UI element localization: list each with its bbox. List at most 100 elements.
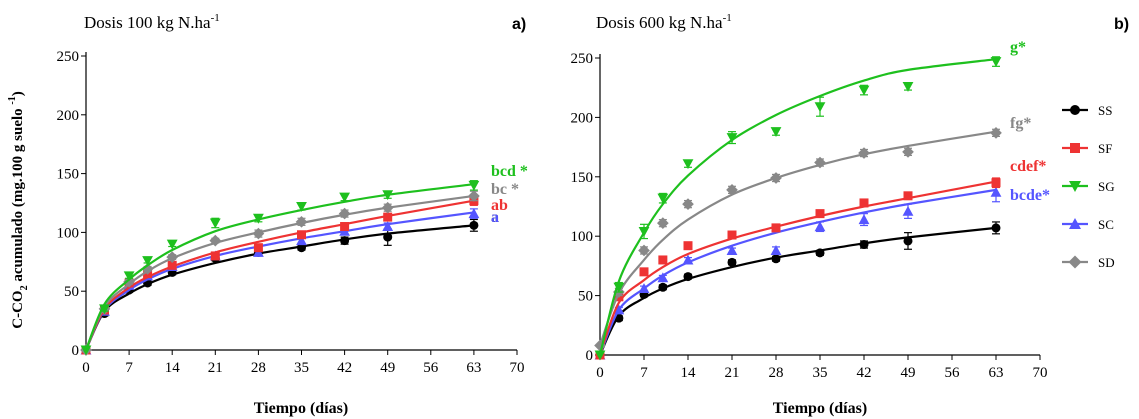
panel-b-point-sf	[639, 267, 649, 277]
panel-b-point-ss	[727, 257, 737, 267]
legend-item-sc: SC	[1062, 217, 1114, 232]
panel-b-fit-line-sc	[598, 188, 997, 356]
panel-a-series-sf: ab	[81, 195, 508, 355]
panel-b-x-tick-label: 42	[857, 365, 872, 381]
panel-b-series-sg: g*	[594, 39, 1026, 361]
panel-a-point-sf	[253, 243, 263, 253]
panel-a-point-sg	[209, 218, 221, 229]
panel-a-point-sf	[383, 212, 393, 222]
panel-b-point-ss	[815, 248, 825, 258]
panel-a-point-sg	[382, 190, 394, 201]
panel-b-point-sd	[902, 146, 914, 158]
panel-b-point-sc	[657, 272, 669, 283]
panel-b-point-sg	[638, 226, 650, 237]
panel-a-point-sg	[296, 202, 307, 212]
panel-b-x-tick-label: 0	[596, 365, 604, 381]
panel-b-point-sd	[858, 147, 870, 159]
panel-b-point-sg	[902, 82, 914, 92]
panel-b-point-sf	[658, 255, 668, 265]
legend: SS SF SG SC SD	[1062, 103, 1115, 270]
panel-a-point-sg	[123, 271, 135, 282]
panel-a-y-tick-label: 250	[57, 49, 80, 65]
panel-b-point-ss	[658, 282, 668, 292]
panel-a-x-tick-label: 0	[82, 360, 90, 376]
panel-b-point-sc	[638, 283, 650, 293]
panel-b-significance-label: fg*	[1010, 115, 1031, 132]
legend-label: SF	[1098, 141, 1112, 156]
panel-b-x-tick-label: 28	[769, 365, 784, 381]
panel-b-title: Dosis 600 kg N.ha-1	[596, 12, 732, 32]
panel-b-y-tick-label: 200	[571, 110, 594, 126]
panel-b-y-tick-label: 150	[571, 170, 594, 186]
panel-b-series-sd: fg*	[594, 115, 1031, 352]
panel-b-x-tick-label: 70	[1033, 365, 1048, 381]
panel-b-point-sg	[726, 133, 738, 143]
panel-b-y-tick-label: 50	[578, 289, 593, 305]
panel-b-y-tick-label: 0	[586, 348, 594, 364]
panel-b-significance-label: cdef*	[1010, 158, 1046, 175]
panel-a-point-sg	[253, 213, 264, 224]
panel-b-point-sf	[903, 191, 913, 201]
panel-b-title-superscript: -1	[723, 12, 732, 24]
panel-b-point-sf	[771, 223, 781, 233]
legend-marker	[1068, 255, 1082, 269]
panel-a-x-tick-label: 28	[251, 360, 266, 376]
panel-a-point-ss	[340, 236, 350, 246]
panel-a-significance-label: a	[491, 209, 499, 226]
panel-a-y-tick-label: 100	[57, 225, 80, 241]
panel-a-x-tick-label: 42	[337, 360, 352, 376]
panel-b-point-sg	[814, 102, 826, 113]
legend-item-sd: SD	[1062, 255, 1115, 270]
panel-a-point-sd	[166, 251, 179, 263]
panel-a-x-tick-label: 7	[125, 360, 133, 376]
panel-b-point-sd	[990, 126, 1002, 139]
panel-b-point-ss	[771, 254, 781, 264]
panel-b-point-sg	[770, 127, 782, 138]
panel-a-y-tick-label: 50	[64, 284, 79, 300]
legend-marker	[1070, 105, 1080, 115]
panel-b-point-sf	[991, 178, 1001, 188]
panel-b-fit-line-sd	[598, 130, 997, 346]
panel-a-point-ss	[383, 232, 393, 242]
panel-a-point-sd	[123, 275, 135, 288]
panel-b-point-sc	[990, 186, 1002, 197]
panel-b-point-sc	[726, 245, 738, 255]
panel-a-point-sf	[210, 251, 220, 261]
panel-b-point-sf	[815, 209, 825, 219]
panel-a-significance-label: ab	[491, 197, 508, 214]
panel-b-significance-label: bcde*	[1010, 187, 1050, 204]
plot-a-area: 0 7 14 21 28 35 42 49 56 63 70050100150200250aaabb…	[57, 49, 528, 376]
panel-a-significance-label: bc *	[491, 181, 519, 198]
panel-a-point-sg	[166, 239, 178, 250]
panel-a-point-sc	[382, 221, 394, 232]
legend-item-ss: SS	[1062, 103, 1112, 118]
panel-a-y-axis-label: C-CO2 acumulado (mg.100 g suelo -1)	[7, 91, 30, 329]
panel-a-x-tick-label: 49	[380, 360, 395, 376]
panel-b-point-sd	[770, 172, 782, 184]
panel-b-point-sg	[858, 85, 870, 96]
panel-a-series-sc: a	[80, 208, 499, 355]
panel-a-x-tick-label: 56	[423, 360, 439, 376]
panel-b-point-sg	[613, 282, 625, 293]
panel-b-point-sd	[657, 217, 669, 229]
panel-b-label: b)	[1114, 16, 1129, 33]
panel-b-x-tick-label: 14	[681, 365, 697, 381]
panel-b-point-sc	[613, 304, 625, 315]
legend-label: SD	[1098, 255, 1115, 270]
panel-b-y-tick-label: 100	[571, 229, 594, 245]
panel-a: Dosis 100 kg N.ha-1 a) 0 7 14 21 28 35 42 49 56 6…	[7, 12, 528, 417]
panel-b-point-sc	[902, 205, 914, 216]
panel-b-point-ss	[991, 223, 1001, 233]
panel-b-point-sg	[682, 159, 694, 170]
panel-a-point-sd	[141, 263, 154, 275]
panel-a-point-sd	[209, 234, 222, 247]
panel-b-point-ss	[859, 240, 869, 250]
panel-a-x-tick-label: 70	[510, 360, 525, 376]
panel-a-significance-label: bcd *	[491, 163, 528, 180]
panel-a-x-tick-label: 14	[165, 360, 181, 376]
legend-marker	[1069, 218, 1081, 229]
plot-b-area: 0 7 14 21 28 35 42 49 56 63 70 0 50 100 150 200 250 bcde*…	[571, 39, 1051, 381]
panel-b-x-tick-label: 56	[945, 365, 961, 381]
panel-b-point-sd	[814, 156, 826, 169]
panel-b-series-ss	[595, 221, 1001, 360]
